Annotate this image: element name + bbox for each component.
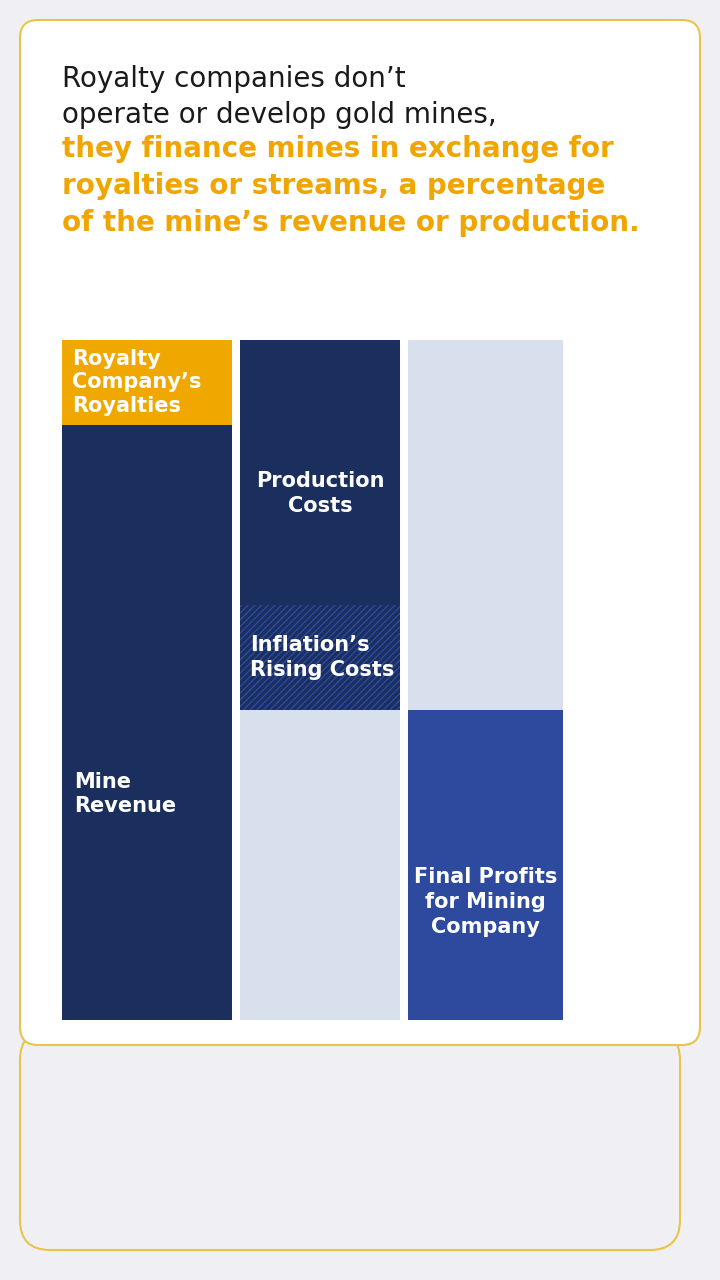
Text: Royalty
Company’s
Royalties: Royalty Company’s Royalties xyxy=(72,349,202,416)
Bar xyxy=(240,605,400,710)
Bar xyxy=(240,340,400,605)
Text: they finance mines in exchange for
royalties or streams, a percentage
of the min: they finance mines in exchange for royal… xyxy=(62,134,639,237)
Bar xyxy=(240,605,400,710)
Bar xyxy=(62,340,232,425)
Text: Mine
Revenue: Mine Revenue xyxy=(74,772,176,817)
Text: Production
Costs: Production Costs xyxy=(256,471,384,516)
Text: Inflation’s
Rising Costs: Inflation’s Rising Costs xyxy=(250,635,395,680)
Bar xyxy=(408,710,563,1020)
Bar xyxy=(408,340,563,1020)
Bar xyxy=(62,425,232,1020)
Text: Final Profits
for Mining
Company: Final Profits for Mining Company xyxy=(414,868,557,937)
FancyBboxPatch shape xyxy=(20,20,700,1044)
Text: Royalty companies don’t
operate or develop gold mines,: Royalty companies don’t operate or devel… xyxy=(62,65,497,129)
Bar xyxy=(240,340,400,1020)
